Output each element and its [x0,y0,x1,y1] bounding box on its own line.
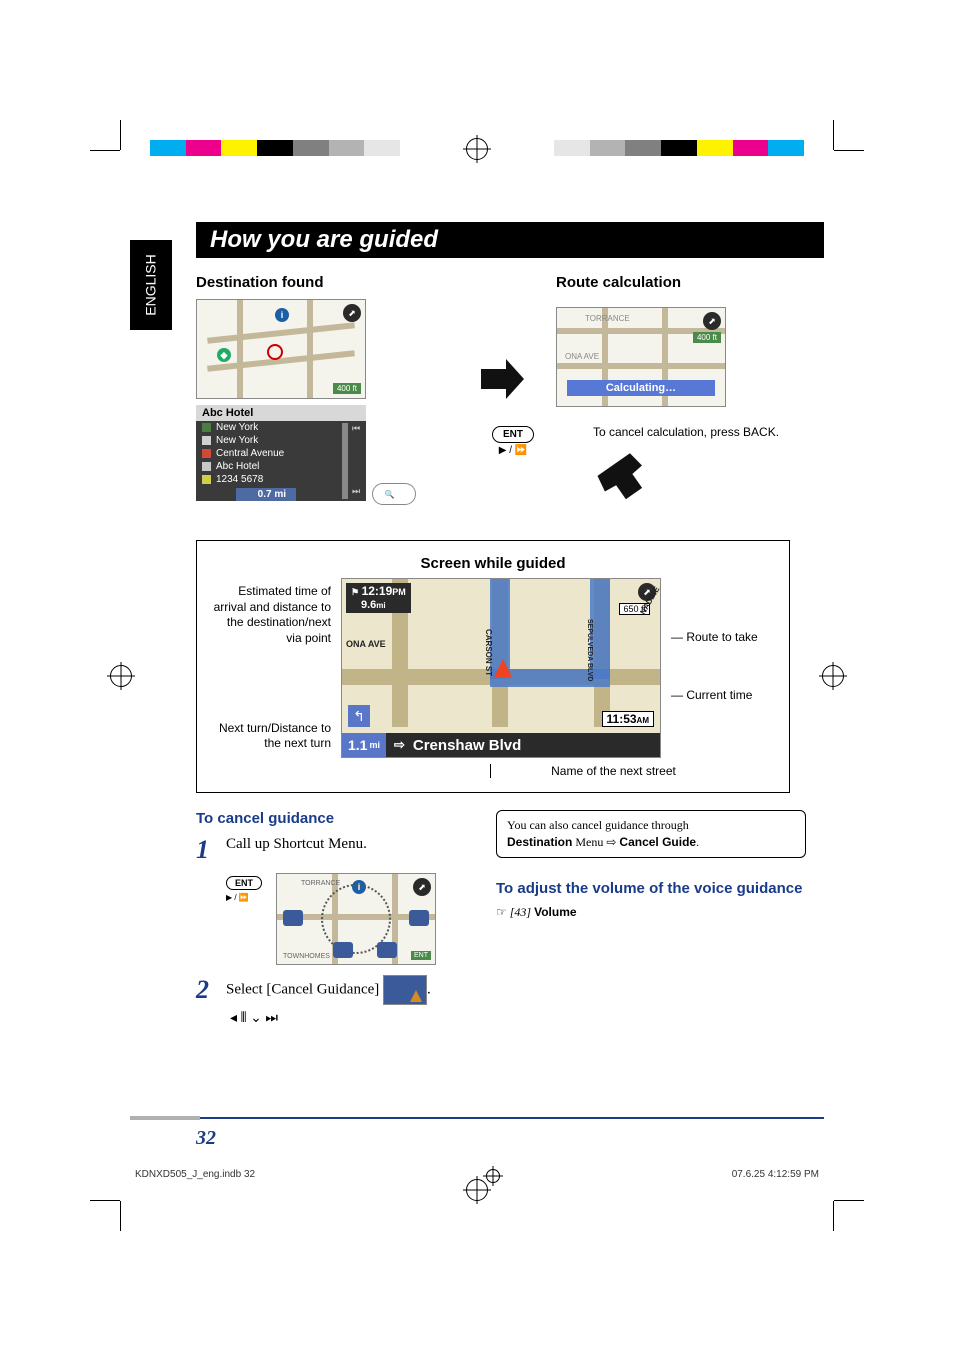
shortcut-menu-preview: i ⬈ ENT TOWNHOMES TORRANCE [276,873,436,965]
next-street-bar: 1.1mi ⇨ Crenshaw Blvd [342,733,660,757]
route-to-take-label: — Route to take [661,630,771,644]
play-forward-icon: ▶ / ⏩ [226,893,262,902]
ent-button[interactable]: ENT [492,426,534,443]
arrow-down-icon [596,450,646,500]
step-2: 2 Select [Cancel Guidance] . [196,975,486,1005]
tip-destination: Destination [507,835,572,849]
ent-button[interactable]: ENT [226,876,262,890]
color-bar-left [150,140,400,156]
language-tab: ENGLISH [130,240,172,330]
step-number: 2 [196,975,222,1005]
print-footer-meta: KDNXD505_J_eng.indb 32 07.6.25 4:12:59 P… [135,1169,819,1183]
adjust-volume-heading: To adjust the volume of the voice guidan… [496,880,806,897]
route-calc-map-preview: TORRANCE ONA AVE ⬈ 400 ft Calculating… [556,307,726,407]
arrow-right-icon [476,354,526,404]
current-time-badge: 11:53AM [602,711,654,727]
compass-icon: ⬈ [343,304,361,322]
calculating-banner: Calculating… [567,380,715,396]
dest-row: Central Avenue [196,447,366,460]
shortcut-button[interactable] [377,942,397,958]
volume-reference: ☞ [43] Volume [496,905,806,920]
eta-badge: ⚑ 12:19PM 9.6mi [346,583,411,613]
street-label: ONA AVE [346,639,386,649]
dest-panel-header: Abc Hotel [196,405,366,421]
play-forward-icon: ▶ / ⏩ [492,445,534,456]
language-tab-label: ENGLISH [143,254,159,315]
step-1-text: Call up Shortcut Menu. [226,836,367,853]
dest-distance: 0.7 mi [236,488,296,501]
scale-badge: 400 ft [333,383,361,394]
dest-skip-buttons[interactable]: ⏮⏭ [350,423,362,497]
eta-label: Estimated time of arrival and distance t… [211,584,341,646]
dest-row: New York [196,421,366,434]
destination-map-preview: i ◆ ⬈ 400 ft [196,299,366,399]
shortcut-button[interactable] [333,942,353,958]
ent-button-group: ENT ▶ / ⏩ [492,424,534,456]
guided-nav-screen: ⚑ 12:19PM 9.6mi ⬈ 650 ft ONA AVE NADINE … [341,578,661,758]
next-street-name: Crenshaw Blvd [413,737,521,754]
ent-button-group: ENT ▶ / ⏩ [226,873,262,902]
cancel-guidance-icon[interactable] [383,975,427,1005]
route-calc-heading: Route calculation [556,274,816,291]
cancel-calc-note: To cancel calculation, press BACK. [556,425,816,439]
zoom-toggle-button[interactable]: 🔍 ⇄ [372,483,416,505]
dest-scrollbar[interactable] [342,423,348,499]
tip-cancel-guide: Cancel Guide [619,835,696,849]
page-number: 32 [196,1127,216,1150]
title-bar: How you are guided [196,222,824,258]
color-bar-right [554,140,804,156]
dest-row: 1234 5678 [196,473,366,486]
compass-icon: ⬈ [703,312,721,330]
shortcut-button[interactable] [283,910,303,926]
step-1: 1 Call up Shortcut Menu. [196,835,486,865]
tip-line1: You can also cancel guidance through [507,818,689,832]
dest-row: Abc Hotel [196,460,366,473]
cancel-guide-tip-box: You can also cancel guidance through Des… [496,810,806,858]
registration-mark-icon [822,665,844,687]
current-time-label: — Current time [661,688,771,702]
compass-icon: ⬈ [413,878,431,896]
registration-mark-icon [466,138,488,160]
footer-filename: KDNXD505_J_eng.indb 32 [135,1169,255,1183]
registration-mark-icon [486,1169,500,1183]
step-2-text: Select [Cancel Guidance] . [226,975,431,1005]
street-label: SEPULVEDA BLVD [586,619,593,682]
turn-left-icon: ↰ [348,705,370,727]
car-position-icon [494,659,512,677]
registration-mark-icon [110,665,132,687]
shortcut-button[interactable] [409,910,429,926]
crop-corner [804,130,854,180]
crop-corner [100,130,150,180]
street-label: CARSON ST [484,629,493,676]
page-footer-rule [130,1116,824,1120]
next-turn-label: Next turn/Distance to the next turn [211,721,341,752]
guided-subheading: Screen while guided [211,555,775,572]
next-street-caption: Name of the next street [211,764,775,778]
destination-found-heading: Destination found [196,274,456,291]
hold-down-icon: ◂ ⦀ ⌄ ⏭ [230,1009,486,1027]
arrow-right-icon: ⇨ [394,737,405,753]
page-title: How you are guided [196,222,824,258]
footer-timestamp: 07.6.25 4:12:59 PM [732,1169,819,1183]
cancel-guidance-heading: To cancel guidance [196,810,486,827]
step-number: 1 [196,835,222,865]
dest-row: New York [196,434,366,447]
guided-screen-box: Screen while guided Estimated time of ar… [196,540,790,793]
destination-details-panel: Abc Hotel New York New York Central Aven… [196,405,366,501]
